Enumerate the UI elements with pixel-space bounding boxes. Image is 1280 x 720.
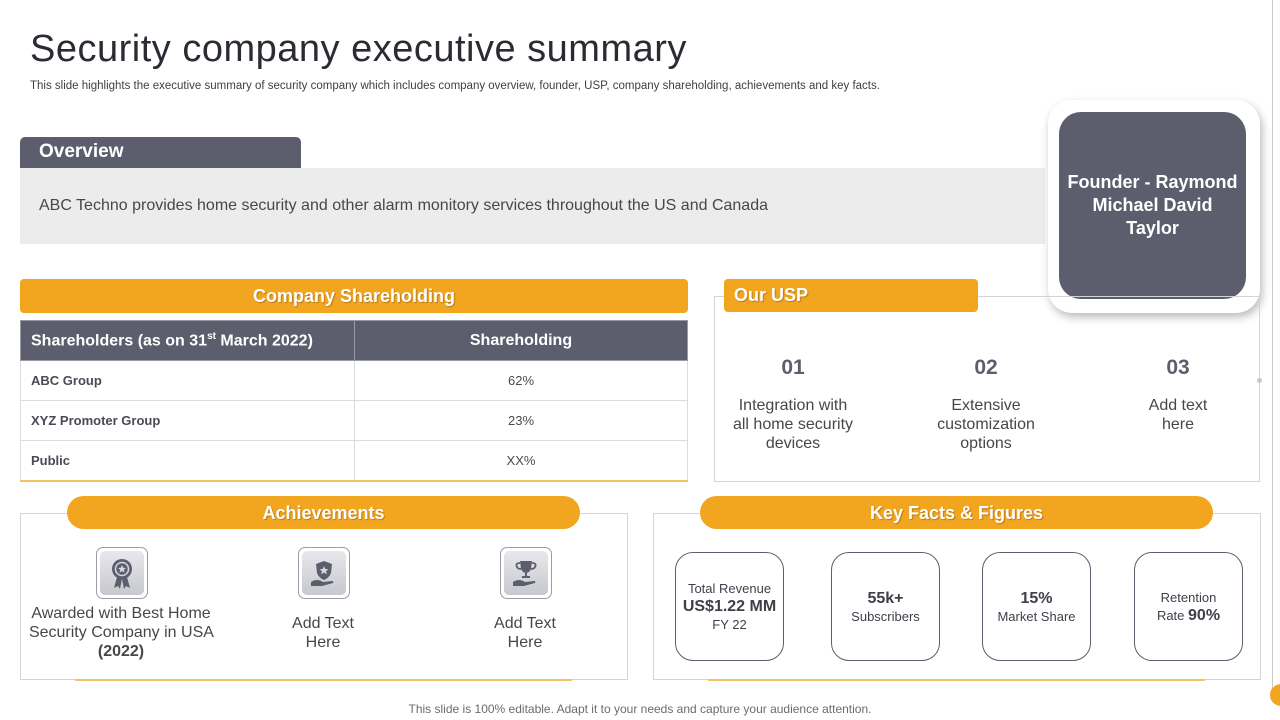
subscribers-value: 55k+ [867, 589, 904, 607]
table-header-row: Shareholders (as on 31st March 2022) Sha… [20, 320, 688, 361]
usp-item: 03 Add text here [1093, 356, 1263, 434]
overview-text: ABC Techno provides home security and ot… [39, 197, 768, 214]
overview-panel: ABC Techno provides home security and ot… [20, 168, 1045, 244]
achievement-text: Awarded with Best Home Security Company … [28, 605, 214, 660]
badge-hand-icon [298, 547, 350, 599]
table-row: ABC Group 62% [20, 360, 688, 401]
usp-number: 02 [974, 356, 998, 379]
revenue-label: Total Revenue [687, 581, 772, 596]
holder-cell: XYZ Promoter Group [20, 400, 355, 441]
page-subtitle: This slide highlights the executive summ… [30, 80, 880, 92]
table-row: XYZ Promoter Group 23% [20, 400, 688, 441]
shareholding-header: Company Shareholding [20, 279, 688, 313]
usp-number: 01 [781, 356, 805, 379]
revenue-card: Total Revenue US$1.22 MM FY 22 [675, 552, 784, 661]
founder-card: Founder - Raymond Michael David Taylor [1048, 100, 1260, 313]
holder-cell: Public [20, 440, 355, 481]
retention-card: Retention Rate 90% [1134, 552, 1243, 661]
usp-panel [714, 296, 1260, 482]
usp-number: 03 [1166, 356, 1190, 379]
achievement-text: Add Text Here [292, 615, 354, 651]
usp-text: Integration with all home security devic… [732, 397, 854, 452]
trophy-hand-icon [500, 547, 552, 599]
footer-note: This slide is 100% editable. Adapt it to… [408, 702, 872, 716]
revenue-period: FY 22 [712, 617, 747, 632]
achievement-text: Add Text Here [494, 615, 556, 651]
retention-label-2: Rate [1156, 607, 1185, 623]
corner-accent-dot [1270, 684, 1280, 706]
share-cell: 23% [354, 400, 688, 441]
retention-label: Retention [1160, 589, 1217, 605]
share-cell: 62% [354, 360, 688, 401]
usp-item: 01 Integration with all home security de… [708, 356, 878, 453]
shareholders-column-header: Shareholders (as on 31st March 2022) [20, 320, 355, 361]
page-title: Security company executive summary [30, 28, 687, 70]
key-facts-header: Key Facts & Figures [700, 496, 1213, 529]
usp-connector-dot [1257, 378, 1262, 383]
overview-tab: Overview [20, 137, 301, 168]
table-row: Public XX% [20, 440, 688, 481]
market-share-label: Market Share [997, 608, 1076, 624]
usp-text: Add text here [1148, 397, 1208, 433]
subscribers-label: Subscribers [851, 608, 920, 624]
shareholding-column-header: Shareholding [354, 320, 688, 361]
usp-item: 02 Extensive customization options [901, 356, 1071, 453]
retention-value: 90% [1188, 606, 1221, 624]
key-facts-underline [708, 679, 1205, 681]
achievements-header: Achievements [67, 496, 580, 529]
share-cell: XX% [354, 440, 688, 481]
revenue-value: US$1.22 MM [682, 598, 777, 615]
founder-name: Founder - Raymond Michael David Taylor [1059, 112, 1246, 299]
usp-text: Extensive customization options [937, 397, 1035, 452]
shareholding-table: Shareholders (as on 31st March 2022) Sha… [20, 320, 688, 482]
holder-cell: ABC Group [20, 360, 355, 401]
market-share-card: 15% Market Share [982, 552, 1091, 661]
subscribers-card: 55k+ Subscribers [831, 552, 940, 661]
award-medal-icon [96, 547, 148, 599]
market-share-value: 15% [1020, 589, 1053, 607]
achievements-underline [75, 679, 572, 681]
right-edge-rule [1272, 0, 1273, 690]
usp-header: Our USP [724, 279, 978, 312]
